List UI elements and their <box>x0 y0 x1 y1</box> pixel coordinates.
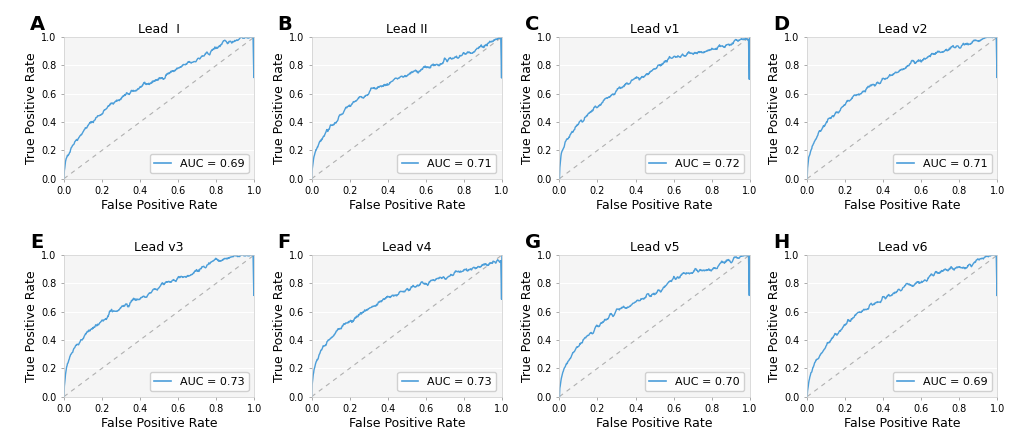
Legend: AUC = 0.71: AUC = 0.71 <box>397 154 496 173</box>
Title: Lead v3: Lead v3 <box>135 241 183 254</box>
Y-axis label: True Positive Rate: True Positive Rate <box>520 52 533 164</box>
Legend: AUC = 0.71: AUC = 0.71 <box>892 154 990 173</box>
X-axis label: False Positive Rate: False Positive Rate <box>348 417 465 430</box>
Text: B: B <box>277 15 292 34</box>
Y-axis label: True Positive Rate: True Positive Rate <box>767 52 781 164</box>
Title: Lead  I: Lead I <box>138 23 179 36</box>
Legend: AUC = 0.72: AUC = 0.72 <box>644 154 744 173</box>
Text: C: C <box>525 15 539 34</box>
Legend: AUC = 0.69: AUC = 0.69 <box>150 154 249 173</box>
Title: Lead v1: Lead v1 <box>629 23 679 36</box>
Title: Lead v6: Lead v6 <box>876 241 926 254</box>
Text: H: H <box>772 233 789 252</box>
Y-axis label: True Positive Rate: True Positive Rate <box>273 52 285 164</box>
Legend: AUC = 0.70: AUC = 0.70 <box>644 372 744 391</box>
Y-axis label: True Positive Rate: True Positive Rate <box>520 270 533 382</box>
Legend: AUC = 0.73: AUC = 0.73 <box>150 372 249 391</box>
X-axis label: False Positive Rate: False Positive Rate <box>596 199 712 212</box>
X-axis label: False Positive Rate: False Positive Rate <box>101 417 217 430</box>
Title: Lead v4: Lead v4 <box>382 241 431 254</box>
Y-axis label: True Positive Rate: True Positive Rate <box>25 52 38 164</box>
Y-axis label: True Positive Rate: True Positive Rate <box>273 270 285 382</box>
Text: F: F <box>277 233 290 252</box>
Y-axis label: True Positive Rate: True Positive Rate <box>25 270 38 382</box>
Title: Lead v2: Lead v2 <box>876 23 926 36</box>
Legend: AUC = 0.73: AUC = 0.73 <box>397 372 496 391</box>
Text: E: E <box>30 233 43 252</box>
X-axis label: False Positive Rate: False Positive Rate <box>843 417 960 430</box>
X-axis label: False Positive Rate: False Positive Rate <box>101 199 217 212</box>
X-axis label: False Positive Rate: False Positive Rate <box>596 417 712 430</box>
Text: D: D <box>772 15 789 34</box>
Text: G: G <box>525 233 541 252</box>
X-axis label: False Positive Rate: False Positive Rate <box>843 199 960 212</box>
Y-axis label: True Positive Rate: True Positive Rate <box>767 270 781 382</box>
Title: Lead II: Lead II <box>385 23 427 36</box>
Title: Lead v5: Lead v5 <box>629 241 679 254</box>
Text: A: A <box>30 15 45 34</box>
Legend: AUC = 0.69: AUC = 0.69 <box>892 372 990 391</box>
X-axis label: False Positive Rate: False Positive Rate <box>348 199 465 212</box>
